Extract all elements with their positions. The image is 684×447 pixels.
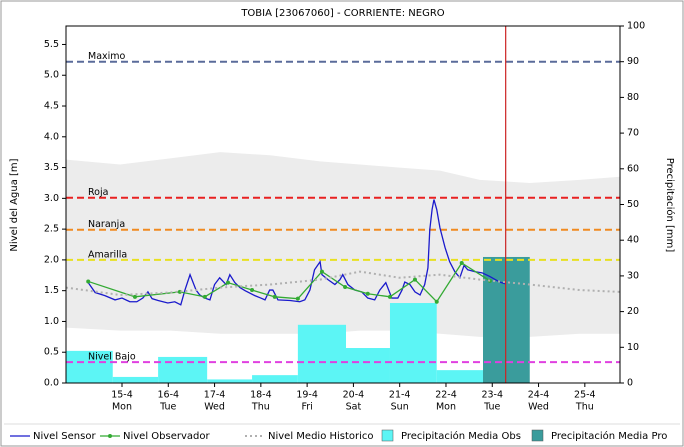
y-tick-label: 5.0 bbox=[44, 70, 59, 81]
precip-bar bbox=[66, 350, 113, 383]
x-tick-label: 17-4 bbox=[204, 390, 226, 401]
legend-swatch bbox=[381, 429, 394, 442]
series-marker bbox=[295, 296, 300, 301]
reference-label: Maximo bbox=[88, 51, 126, 62]
x-tick-day: Sat bbox=[346, 402, 362, 413]
series-marker bbox=[272, 294, 277, 299]
y-tick-label: 0.5 bbox=[44, 347, 59, 358]
legend-marker bbox=[108, 434, 112, 438]
series-marker bbox=[202, 294, 207, 299]
y-tick-label: 1.0 bbox=[44, 316, 59, 327]
series-marker bbox=[365, 291, 370, 296]
y-tick-label: 0.0 bbox=[44, 378, 59, 389]
y2-tick-label: 90 bbox=[627, 56, 639, 67]
reference-label: Amarilla bbox=[88, 249, 127, 260]
x-tick-day: Mon bbox=[436, 402, 456, 413]
y-tick-label: 3.0 bbox=[44, 193, 59, 204]
y2-tick-label: 100 bbox=[627, 21, 645, 32]
legend-label: Precipitación Media Obs bbox=[401, 430, 521, 442]
y-tick-label: 4.0 bbox=[44, 131, 59, 142]
y-tick-label: 4.5 bbox=[44, 101, 59, 112]
series-marker bbox=[434, 299, 439, 304]
series-marker bbox=[319, 269, 324, 274]
x-tick-day: Mon bbox=[112, 402, 132, 413]
precip-bar bbox=[346, 348, 390, 383]
x-tick-day: Wed bbox=[528, 402, 549, 413]
series-line bbox=[65, 270, 621, 296]
series-marker bbox=[343, 284, 348, 289]
reference-label: Nivel Bajo bbox=[88, 352, 136, 363]
x-tick-day: Wed bbox=[204, 402, 225, 413]
legend-label: Nivel Medio Historico bbox=[268, 431, 374, 442]
series-line bbox=[87, 199, 506, 306]
y2-tick-label: 60 bbox=[627, 163, 639, 174]
x-tick-label: 24-4 bbox=[528, 390, 550, 401]
series-marker bbox=[132, 294, 137, 299]
y2-tick-label: 40 bbox=[627, 235, 639, 246]
y2-axis-label: Precipitación [mm] bbox=[664, 158, 676, 253]
x-tick-day: Thu bbox=[575, 402, 594, 413]
series-marker bbox=[459, 260, 464, 265]
x-tick-label: 22-4 bbox=[435, 390, 457, 401]
series-marker bbox=[225, 280, 230, 285]
reference-label: Roja bbox=[88, 187, 108, 198]
y-axis-label: Nivel del Agua [m] bbox=[9, 158, 20, 251]
y2-tick-label: 50 bbox=[627, 199, 639, 210]
series-marker bbox=[387, 294, 392, 299]
x-tick-label: 19-4 bbox=[296, 390, 318, 401]
legend-swatch bbox=[531, 429, 544, 442]
precip-bar bbox=[389, 303, 437, 383]
series-line bbox=[88, 262, 491, 303]
y2-tick-label: 10 bbox=[627, 342, 639, 353]
x-tick-label: 15-4 bbox=[111, 390, 133, 401]
y2-tick-label: 0 bbox=[627, 378, 633, 389]
y2-tick-label: 30 bbox=[627, 270, 639, 281]
legend-label: Nivel Observador bbox=[123, 431, 210, 442]
legend-label: Precipitación Media Pro bbox=[551, 430, 667, 442]
x-tick-day: Thu bbox=[251, 402, 270, 413]
y2-tick-label: 80 bbox=[627, 92, 639, 103]
x-tick-label: 21-4 bbox=[389, 390, 411, 401]
x-tick-label: 18-4 bbox=[250, 390, 272, 401]
x-tick-day: Tue bbox=[159, 402, 176, 413]
precip-bar bbox=[252, 375, 298, 383]
series-marker bbox=[250, 288, 255, 293]
y2-tick-label: 70 bbox=[627, 128, 639, 139]
x-tick-label: 25-4 bbox=[574, 390, 596, 401]
precip-bar bbox=[436, 370, 484, 383]
y-tick-label: 2.5 bbox=[44, 224, 59, 235]
legend-label: Nivel Sensor bbox=[33, 431, 96, 442]
y-tick-label: 5.5 bbox=[44, 39, 59, 50]
precip-bar bbox=[158, 356, 208, 383]
precip-bar bbox=[207, 379, 253, 383]
x-tick-label: 16-4 bbox=[158, 390, 180, 401]
y-tick-label: 3.5 bbox=[44, 162, 59, 173]
chart-title: TOBIA [23067060] - CORRIENTE: NEGRO bbox=[240, 8, 444, 19]
x-tick-day: Fri bbox=[301, 402, 312, 413]
series-marker bbox=[86, 279, 91, 284]
reference-label: Naranja bbox=[88, 219, 125, 230]
series-marker bbox=[412, 277, 417, 282]
y-tick-label: 1.5 bbox=[44, 285, 59, 296]
precip-bar bbox=[297, 324, 347, 383]
x-tick-label: 23-4 bbox=[481, 390, 503, 401]
y2-tick-label: 20 bbox=[627, 306, 639, 317]
precip-bar bbox=[112, 376, 159, 383]
x-tick-label: 20-4 bbox=[343, 390, 365, 401]
x-tick-day: Tue bbox=[483, 402, 500, 413]
x-tick-day: Sun bbox=[391, 402, 409, 413]
y-tick-label: 2.0 bbox=[44, 254, 59, 265]
